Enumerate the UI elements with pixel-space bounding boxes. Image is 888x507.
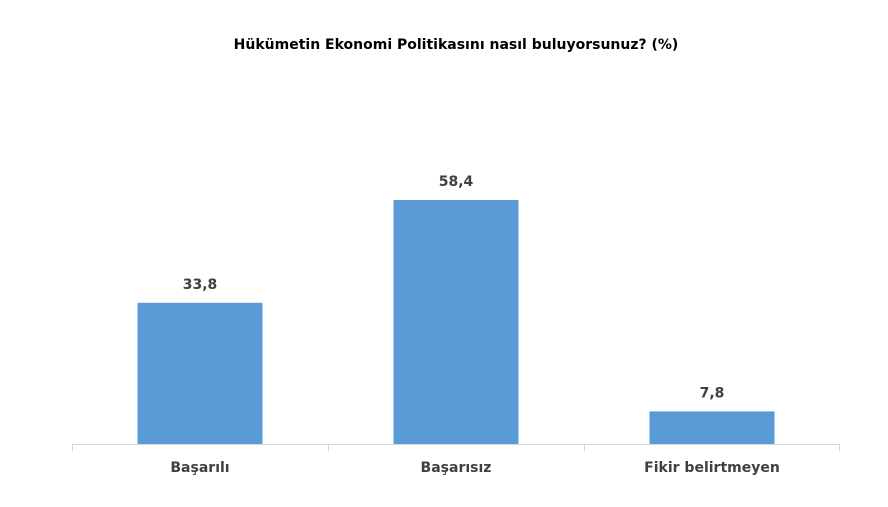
- value-label: 58,4: [439, 174, 474, 190]
- value-label: 7,8: [700, 385, 725, 401]
- x-tick-label: Fikir belirtmeyen: [644, 460, 780, 476]
- bar: [393, 200, 519, 444]
- value-label: 33,8: [183, 277, 218, 293]
- chart-title: Hükümetin Ekonomi Politikasını nasıl bul…: [234, 37, 679, 53]
- x-tick-label: Başarılı: [170, 460, 229, 476]
- bar: [649, 411, 775, 444]
- bar: [137, 302, 263, 444]
- x-tick-label: Başarısız: [421, 460, 492, 476]
